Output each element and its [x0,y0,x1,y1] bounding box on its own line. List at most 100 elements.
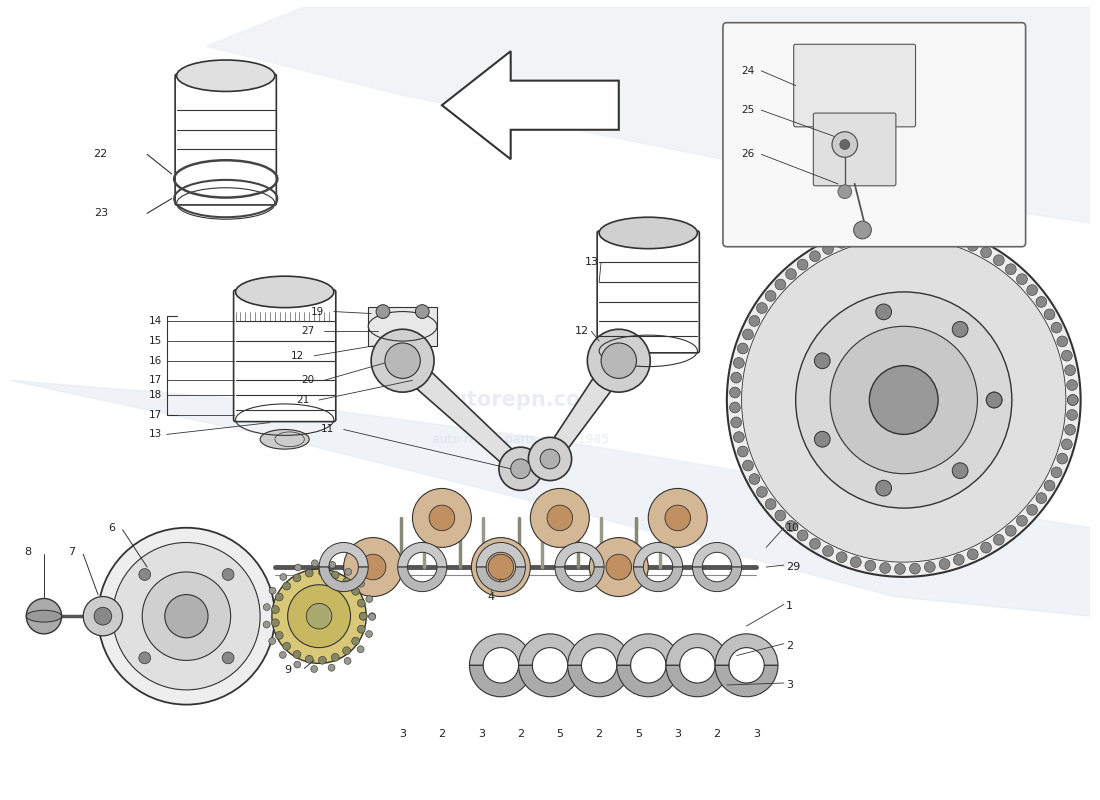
Text: 29: 29 [785,562,800,572]
Circle shape [785,269,796,279]
Circle shape [601,343,637,378]
Ellipse shape [600,218,697,249]
Circle shape [1005,526,1016,536]
Circle shape [510,459,530,478]
Circle shape [1067,394,1078,406]
Circle shape [306,569,313,577]
Circle shape [729,387,740,398]
Wedge shape [398,567,447,592]
Circle shape [1057,336,1068,347]
Text: 12: 12 [292,350,305,361]
Circle shape [838,185,851,198]
Circle shape [742,329,754,340]
Circle shape [306,603,332,629]
Wedge shape [518,666,582,697]
Circle shape [924,562,935,572]
Circle shape [1016,515,1027,526]
Circle shape [310,666,318,673]
Wedge shape [476,542,526,567]
Circle shape [910,226,921,237]
Text: 2: 2 [785,641,793,650]
Circle shape [263,604,271,610]
Circle shape [272,619,279,626]
Text: 17: 17 [148,410,162,420]
Text: 3: 3 [399,729,406,739]
Text: 25: 25 [741,105,755,115]
Wedge shape [470,666,532,697]
Circle shape [953,463,968,478]
Circle shape [499,447,542,490]
Circle shape [823,546,834,557]
Circle shape [293,650,301,658]
FancyBboxPatch shape [794,44,915,127]
Circle shape [429,505,454,530]
Circle shape [328,664,336,671]
Circle shape [488,554,514,580]
Circle shape [850,233,861,243]
Circle shape [368,614,375,620]
Circle shape [1026,285,1037,295]
Circle shape [222,569,234,580]
Circle shape [329,562,336,568]
Circle shape [1036,493,1047,503]
Circle shape [275,631,283,639]
Circle shape [757,486,768,498]
Text: 11: 11 [320,425,333,434]
Circle shape [530,489,590,547]
Circle shape [854,221,871,239]
Wedge shape [518,634,582,666]
Circle shape [865,229,876,240]
Circle shape [993,534,1004,545]
Wedge shape [634,567,683,592]
Circle shape [729,402,740,413]
Circle shape [954,554,965,565]
Circle shape [139,569,151,580]
Circle shape [294,661,300,668]
Circle shape [344,568,352,575]
Circle shape [343,578,351,586]
Text: 10: 10 [785,522,800,533]
Circle shape [832,132,858,158]
Circle shape [981,247,991,258]
Circle shape [385,343,420,378]
Ellipse shape [235,276,333,308]
Circle shape [823,243,834,254]
Circle shape [366,595,373,602]
Circle shape [730,372,741,383]
Text: 1: 1 [785,602,793,611]
Text: 19: 19 [310,306,324,317]
Circle shape [1062,350,1072,361]
Circle shape [814,353,830,369]
Circle shape [810,538,821,550]
Text: 13: 13 [585,258,600,267]
Polygon shape [10,380,1090,616]
Circle shape [830,326,978,474]
Circle shape [1065,365,1076,376]
Circle shape [1005,264,1016,274]
FancyBboxPatch shape [175,74,276,205]
Circle shape [730,417,741,428]
FancyBboxPatch shape [723,22,1025,246]
Circle shape [587,330,650,392]
Circle shape [165,594,208,638]
Circle shape [272,569,366,663]
Circle shape [1067,380,1078,390]
Wedge shape [666,634,729,666]
Polygon shape [543,354,628,464]
Circle shape [279,651,286,658]
Text: 16: 16 [148,356,162,366]
Circle shape [365,630,373,638]
Circle shape [95,607,112,625]
Circle shape [737,343,748,354]
Circle shape [306,655,313,663]
Circle shape [869,366,938,434]
Circle shape [358,599,365,607]
Text: 20: 20 [301,375,315,386]
Wedge shape [617,634,680,666]
Circle shape [876,304,891,320]
Circle shape [737,446,748,457]
Wedge shape [634,542,683,567]
FancyBboxPatch shape [813,113,895,186]
Polygon shape [395,352,526,475]
Circle shape [1036,297,1047,307]
